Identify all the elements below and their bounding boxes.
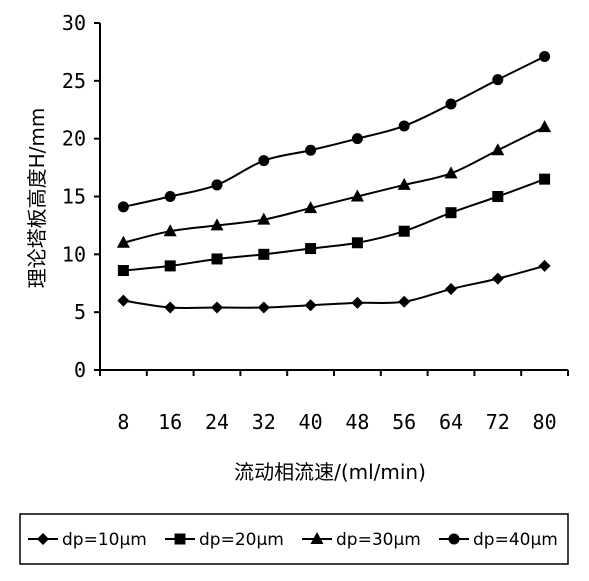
- x-tick-label: 32: [252, 410, 276, 434]
- y-axis-title: 理论塔板高度H/mm: [25, 108, 49, 289]
- legend-label: dp=20μm: [199, 530, 284, 550]
- data-point: [164, 301, 177, 314]
- data-point: [257, 212, 271, 225]
- series-4: [117, 51, 551, 213]
- legend-label: dp=40μm: [473, 530, 558, 550]
- x-tick-label: 24: [205, 410, 229, 434]
- data-point: [351, 237, 363, 249]
- data-point: [211, 179, 223, 191]
- data-point: [304, 201, 318, 214]
- series-line: [123, 55, 546, 208]
- data-point: [350, 189, 364, 202]
- data-point: [351, 296, 364, 309]
- legend-marker: [174, 533, 186, 545]
- data-point: [539, 173, 551, 185]
- data-point: [398, 225, 410, 237]
- data-point: [538, 259, 551, 272]
- legend-marker: [37, 533, 49, 545]
- y-tick-label: 0: [74, 358, 86, 382]
- x-tick-label: 72: [486, 410, 510, 434]
- data-point: [164, 191, 176, 202]
- data-point: [445, 207, 457, 219]
- series-2: [117, 173, 551, 277]
- legend-marker: [448, 533, 460, 545]
- data-point: [117, 294, 130, 307]
- data-point: [492, 191, 504, 202]
- legend-label: dp=30μm: [336, 530, 421, 550]
- data-point: [211, 253, 223, 265]
- data-point: [116, 235, 130, 248]
- data-point: [398, 295, 411, 308]
- data-point: [445, 283, 457, 296]
- data-point: [445, 98, 457, 110]
- data-point: [163, 224, 177, 237]
- data-point: [305, 144, 317, 156]
- data-point: [351, 133, 363, 145]
- y-tick-label: 5: [74, 300, 86, 324]
- data-point: [538, 120, 552, 133]
- legend-entry: dp=40μm: [439, 530, 558, 550]
- x-tick-label: 8: [117, 410, 129, 434]
- y-tick-label: 25: [62, 69, 86, 93]
- data-point: [304, 299, 317, 312]
- series-1: [117, 259, 551, 314]
- x-axis-title: 流动相流速/(ml/min): [234, 460, 426, 484]
- x-tick-label: 16: [158, 410, 182, 434]
- data-point: [117, 265, 129, 277]
- legend-label: dp=10μm: [62, 530, 147, 550]
- series-3: [116, 120, 552, 248]
- legend-entry: dp=20μm: [165, 530, 284, 550]
- series-line: [123, 264, 545, 310]
- data-point: [397, 177, 411, 190]
- legend: dp=10μm dp=20μm dp=30μm dp=40μm: [19, 513, 569, 565]
- legend-entry: dp=30μm: [302, 530, 421, 550]
- legend-entry: dp=10μm: [28, 530, 147, 550]
- y-tick-label: 10: [62, 242, 86, 266]
- data-point: [491, 143, 505, 156]
- x-tick-label: 64: [439, 410, 463, 434]
- data-point: [164, 260, 176, 272]
- series-line: [123, 178, 545, 272]
- x-tick-label: 56: [392, 410, 416, 434]
- x-tick-label: 40: [299, 410, 323, 434]
- data-point: [492, 74, 504, 86]
- axes: 0 5 10 15 20 25 30 8 16 24 32 40 48 56 64 72 80: [62, 11, 569, 434]
- legend-box: [19, 513, 569, 565]
- data-point: [491, 272, 504, 285]
- legend-marker: [310, 532, 324, 544]
- data-point: [539, 51, 551, 63]
- y-tick-label: 20: [62, 127, 86, 151]
- series-layer: [116, 51, 552, 314]
- data-point: [305, 243, 317, 255]
- data-point: [444, 166, 458, 179]
- y-tick-label: 30: [62, 11, 86, 35]
- data-point: [398, 120, 410, 132]
- data-point: [117, 201, 129, 213]
- x-tick-label: 48: [345, 410, 369, 434]
- data-point: [210, 218, 224, 231]
- data-point: [258, 155, 270, 167]
- data-point: [211, 301, 223, 314]
- data-point: [257, 301, 270, 314]
- data-point: [258, 248, 270, 260]
- x-tick-label: 80: [533, 410, 557, 434]
- y-tick-label: 15: [62, 185, 86, 209]
- series-line: [123, 126, 546, 244]
